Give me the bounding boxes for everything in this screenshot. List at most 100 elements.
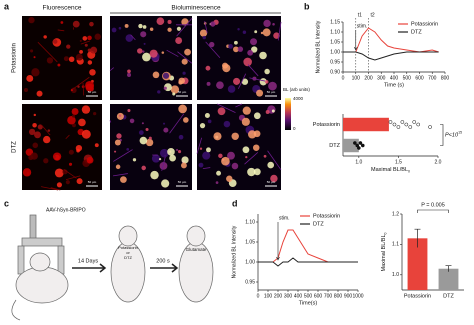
cell-blob	[28, 16, 35, 24]
cell-blob	[228, 44, 233, 49]
y-tick-label: 1.00	[245, 259, 255, 265]
cell-blob	[182, 71, 186, 75]
arrow	[72, 263, 107, 273]
y-tick-label: 1.15	[330, 19, 340, 25]
data-point	[400, 120, 405, 124]
cell-blob	[151, 154, 161, 163]
data-point	[353, 141, 357, 145]
x-tick-label: 900	[344, 293, 353, 299]
x-tick-label: 0	[257, 293, 260, 299]
data-point	[360, 143, 365, 148]
y-axis-label: Normalized BL Intensity	[315, 20, 321, 73]
cell-blob	[161, 179, 170, 188]
cell-blob	[231, 162, 239, 170]
cell-blob	[263, 154, 267, 158]
cell-blob	[158, 158, 162, 161]
annotation: stim.	[279, 215, 290, 221]
cell-blob	[72, 20, 80, 28]
neurite	[80, 40, 90, 45]
series-line	[258, 257, 358, 267]
cell-blob	[81, 129, 91, 139]
cell-blob	[202, 35, 206, 40]
neurite	[57, 29, 65, 32]
cell-blob	[183, 117, 189, 123]
cell-blob	[152, 71, 160, 79]
x-tick-label: 400	[294, 293, 303, 299]
y-tick-label: 1.0	[392, 272, 399, 278]
p-value: P = 0.005	[421, 202, 445, 208]
cell-blob	[23, 87, 29, 92]
data-point	[428, 125, 432, 129]
cell-blob	[115, 164, 121, 170]
neurite	[109, 67, 114, 72]
cell-blob	[142, 52, 151, 62]
data-point	[392, 122, 397, 127]
data-point	[388, 120, 393, 124]
bar	[438, 268, 459, 290]
cell-blob	[139, 136, 148, 145]
cell-blob	[68, 56, 75, 63]
cell-blob	[198, 162, 204, 168]
cell-blob	[68, 162, 73, 166]
legend-label: Potassiorin	[313, 213, 340, 219]
cell-blob	[178, 104, 187, 114]
cell-blob	[28, 155, 34, 161]
scale-bar-label: 50 µm	[267, 90, 276, 94]
cell-blob	[142, 50, 145, 53]
cell-blob	[72, 123, 76, 128]
cell-blob	[247, 49, 254, 56]
neurite	[112, 173, 128, 177]
cell-blob	[204, 113, 210, 119]
cell-blob	[176, 26, 182, 31]
cell-blob	[142, 25, 147, 29]
y-axis-label: Normalized BL Intensity	[231, 225, 237, 278]
cell-blob	[218, 153, 223, 159]
cell-blob	[138, 23, 143, 29]
cell-blob	[75, 53, 83, 61]
neurite	[50, 187, 61, 191]
neurite	[169, 113, 185, 134]
x-tick-label: 200	[364, 75, 373, 81]
cell-blob	[70, 89, 73, 92]
cell-blob	[160, 148, 169, 158]
mouse-head	[29, 252, 51, 272]
cell-blob	[233, 46, 239, 53]
cell-blob	[140, 31, 147, 38]
neurite	[130, 34, 136, 41]
neurite	[113, 149, 133, 162]
colorbar-tick: 4000	[293, 96, 304, 101]
cell-blob	[252, 144, 260, 151]
cell-blob	[163, 127, 169, 133]
cell-blob	[265, 80, 269, 84]
x-axis-label-text: Maximal BL/BL	[371, 167, 408, 173]
neurite	[63, 168, 77, 179]
data-point	[358, 141, 363, 145]
cell-blob	[206, 81, 211, 86]
category-label: Potassiorin	[404, 293, 431, 299]
x-tick-label: 1.5	[395, 159, 402, 165]
neurite	[196, 137, 203, 154]
cell-blob	[162, 72, 170, 79]
series-line	[343, 27, 439, 53]
data-point	[356, 146, 361, 150]
cell-blob	[273, 32, 280, 39]
y-axis-label-text: Maximal BL/BL	[381, 234, 387, 271]
cell-blob	[150, 170, 159, 180]
y-tick-label: 1.00	[330, 49, 340, 55]
stereotax	[57, 245, 65, 275]
cell-blob	[33, 56, 36, 59]
cell-blob	[141, 165, 146, 171]
cell-blob	[149, 27, 154, 32]
cell-blob	[116, 133, 122, 139]
cell-blob	[93, 112, 97, 116]
cell-blob	[242, 106, 251, 115]
cell-blob	[149, 49, 158, 58]
cell-blob	[233, 77, 241, 85]
cell-blob	[57, 63, 61, 67]
cell-blob	[163, 86, 167, 90]
cell-blob	[85, 80, 95, 90]
cell-blob	[65, 180, 70, 185]
cell-blob	[63, 56, 69, 62]
bracket	[417, 209, 449, 213]
neurite	[244, 152, 259, 165]
